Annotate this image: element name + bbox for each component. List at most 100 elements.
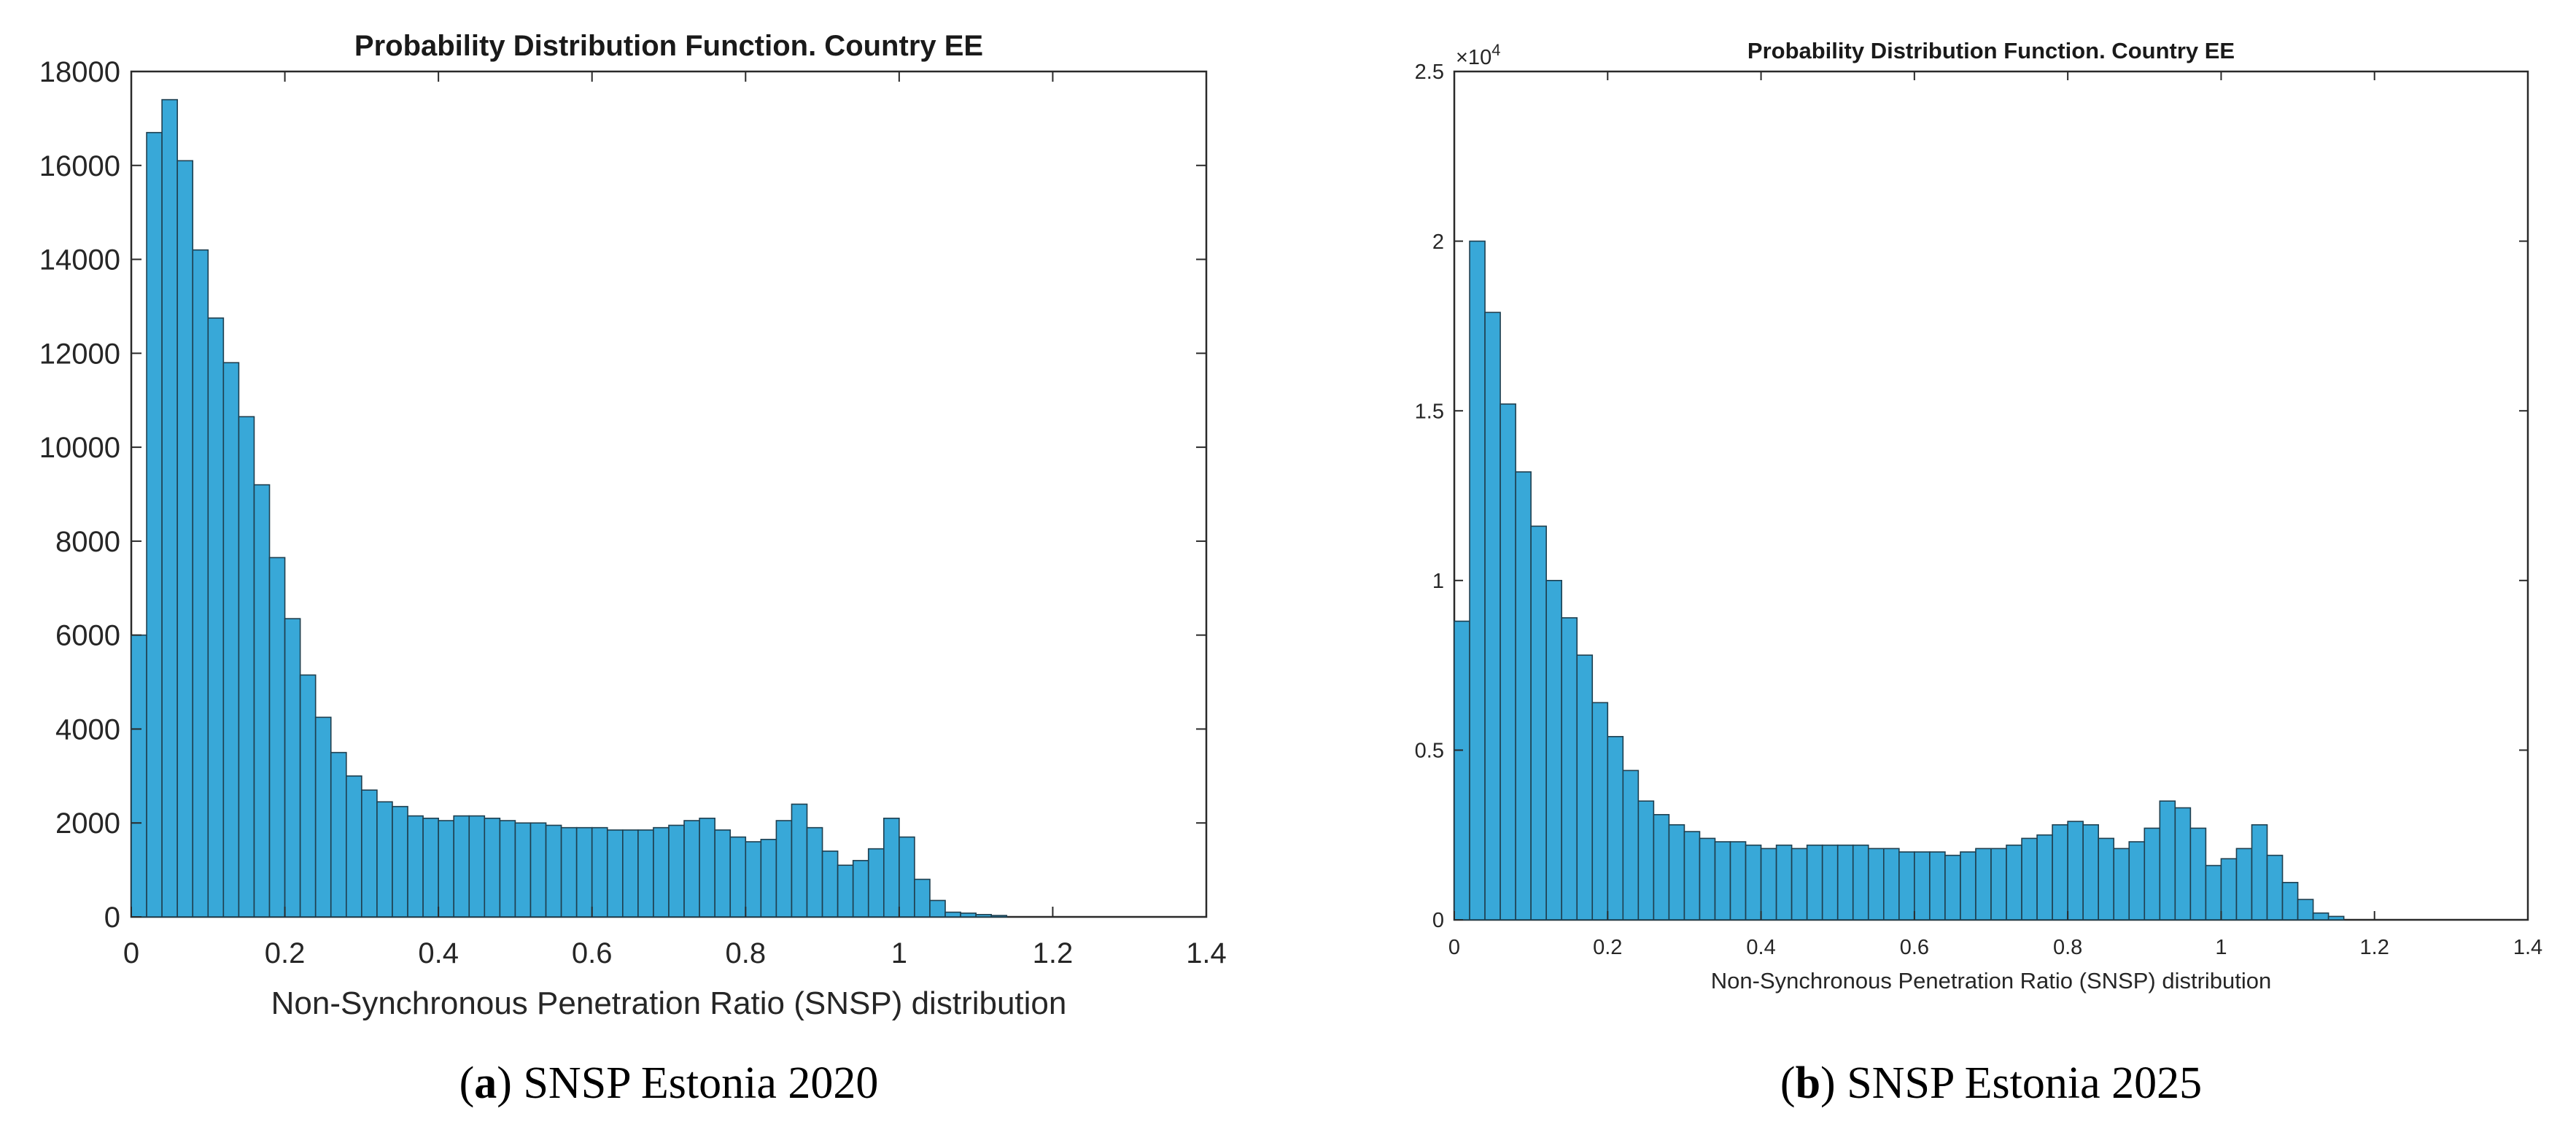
x-tick-label-a: 0.4 xyxy=(418,937,459,969)
x-tick-label-b: 1.2 xyxy=(2360,936,2389,959)
histogram-bar-b xyxy=(1668,824,1685,921)
histogram-bar-b xyxy=(1530,525,1547,921)
x-tick-label-b: 1 xyxy=(2215,936,2227,959)
x-axis-label-a: Non-Synchronous Penetration Ratio (SNSP)… xyxy=(271,985,1067,1021)
y-tick-label-a: 16000 xyxy=(39,150,120,182)
histogram-bar-b xyxy=(1975,848,1992,921)
histogram-bar-b xyxy=(2159,800,2176,921)
histogram-bar-a xyxy=(591,826,608,918)
histogram-bar-b xyxy=(2281,882,2299,921)
histogram-bar-b xyxy=(1683,831,1701,921)
histogram-bar-b xyxy=(2144,827,2161,921)
histogram-bar-b xyxy=(1836,844,1854,921)
histogram-bar-b xyxy=(1714,841,1731,921)
x-ticks-b: 0 0.2 0.4 0.6 0.8 1 1.2 1.4 xyxy=(1448,71,2542,959)
histogram-bar-a xyxy=(622,829,639,918)
histogram-bar-a xyxy=(944,911,961,918)
histogram-bar-b xyxy=(1775,844,1793,921)
y-tick-label-a: 10000 xyxy=(39,432,120,464)
x-ticks-a: 0 0.2 0.4 0.6 0.8 1 1.2 1.4 xyxy=(123,71,1227,969)
histogram-bar-a xyxy=(960,913,977,918)
y-tick-label-b: 0 xyxy=(1432,909,1444,932)
x-tick-label-a: 1.4 xyxy=(1186,937,1227,969)
bars-b xyxy=(1454,240,2345,921)
histogram-bar-a xyxy=(345,775,362,918)
histogram-bar-a xyxy=(760,838,777,918)
y-ticks-a: 0 2000 4000 6000 8000 10000 12000 14000 16000 180… xyxy=(39,56,1206,934)
histogram-bar-a xyxy=(883,817,900,918)
y-tick-label-a: 18000 xyxy=(39,56,120,88)
y-tick-label-a: 6000 xyxy=(55,620,120,652)
histogram-bar-b xyxy=(1653,813,1670,921)
histogram-bar-b xyxy=(2297,899,2314,921)
y-tick-label-a: 4000 xyxy=(55,713,120,745)
caption-open-a: ( xyxy=(459,1058,475,1108)
histogram-bar-a xyxy=(852,859,869,918)
histogram-bar-b xyxy=(2174,807,2192,921)
x-tick-label-a: 0.8 xyxy=(725,937,766,969)
x-tick-label-b: 0 xyxy=(1448,936,1460,959)
y-tick-label-a: 12000 xyxy=(39,338,120,370)
histogram-bar-a xyxy=(837,864,854,918)
histogram-bar-a xyxy=(192,249,209,918)
histogram-bar-a xyxy=(131,634,147,918)
histogram-bar-a xyxy=(314,716,332,918)
chart-title-a: Probability Distribution Function. Count… xyxy=(354,30,983,62)
x-tick-label-a: 0 xyxy=(123,937,139,969)
histogram-bar-a xyxy=(653,826,670,918)
exponent-base-b: ×10 xyxy=(1456,46,1491,69)
histogram-bar-a xyxy=(361,789,378,918)
histogram-bar-b xyxy=(2205,864,2222,921)
x-tick-label-b: 0.6 xyxy=(1900,936,1929,959)
histogram-bar-b xyxy=(1852,844,1869,921)
histogram-bar-a xyxy=(729,836,747,918)
caption-text-a: ) SNSP Estonia 2020 xyxy=(497,1058,878,1108)
x-tick-label-b: 1.4 xyxy=(2513,936,2542,959)
histogram-bar-b xyxy=(1561,617,1578,921)
x-tick-label-a: 1 xyxy=(891,937,907,969)
histogram-bar-b xyxy=(2036,834,2053,921)
histogram-bar-a xyxy=(222,362,240,918)
histogram-bar-b xyxy=(2067,821,2084,921)
histogram-bar-a xyxy=(268,557,286,918)
histogram-bar-b xyxy=(1484,311,1501,921)
histogram-bar-a xyxy=(422,817,439,918)
histogram-bar-b xyxy=(1806,844,1823,921)
histogram-bar-a xyxy=(392,805,408,918)
chart-title-b: Probability Distribution Function. Count… xyxy=(1747,38,2235,63)
histogram-bar-b xyxy=(1990,848,2007,921)
histogram-bar-b xyxy=(2052,824,2068,921)
y-tick-label-b: 2 xyxy=(1432,231,1444,254)
histogram-bar-a xyxy=(468,815,486,918)
y-tick-label-b: 2.5 xyxy=(1415,61,1444,84)
histogram-bar-a xyxy=(284,618,301,918)
histogram-bar-b xyxy=(2327,915,2345,921)
histogram-bar-b xyxy=(1607,735,1624,921)
histogram-bar-a xyxy=(699,817,715,918)
y-tick-label-a: 14000 xyxy=(39,244,120,276)
histogram-bar-b xyxy=(1699,837,1716,921)
x-tick-label-b: 0.4 xyxy=(1746,936,1775,959)
histogram-bar-b xyxy=(1745,844,1762,921)
caption-text-b: ) SNSP Estonia 2025 xyxy=(1820,1058,2202,1108)
histogram-bar-b xyxy=(1622,770,1640,921)
histogram-bar-a xyxy=(514,822,532,918)
caption-letter-b: b xyxy=(1796,1058,1820,1108)
histogram-bar-a xyxy=(253,484,271,918)
histogram-bar-b xyxy=(1576,654,1594,921)
histogram-bar-b xyxy=(2312,912,2329,921)
histogram-bar-a xyxy=(637,829,654,918)
histogram-bar-b xyxy=(2266,854,2284,921)
caption-a: (a) SNSP Estonia 2020 xyxy=(459,1058,879,1108)
histogram-bar-b xyxy=(1791,848,1808,921)
histogram-bar-b xyxy=(2082,824,2099,921)
histogram-bar-b xyxy=(1454,620,1470,921)
caption-b: (b) SNSP Estonia 2025 xyxy=(1780,1058,2202,1108)
y-tick-label-b: 0.5 xyxy=(1415,740,1444,763)
histogram-bar-a xyxy=(453,815,470,918)
histogram-bar-a xyxy=(146,131,163,918)
histogram-bar-b xyxy=(2006,844,2022,921)
histogram-bar-a xyxy=(821,851,839,918)
caption-open-b: ( xyxy=(1780,1058,1796,1108)
